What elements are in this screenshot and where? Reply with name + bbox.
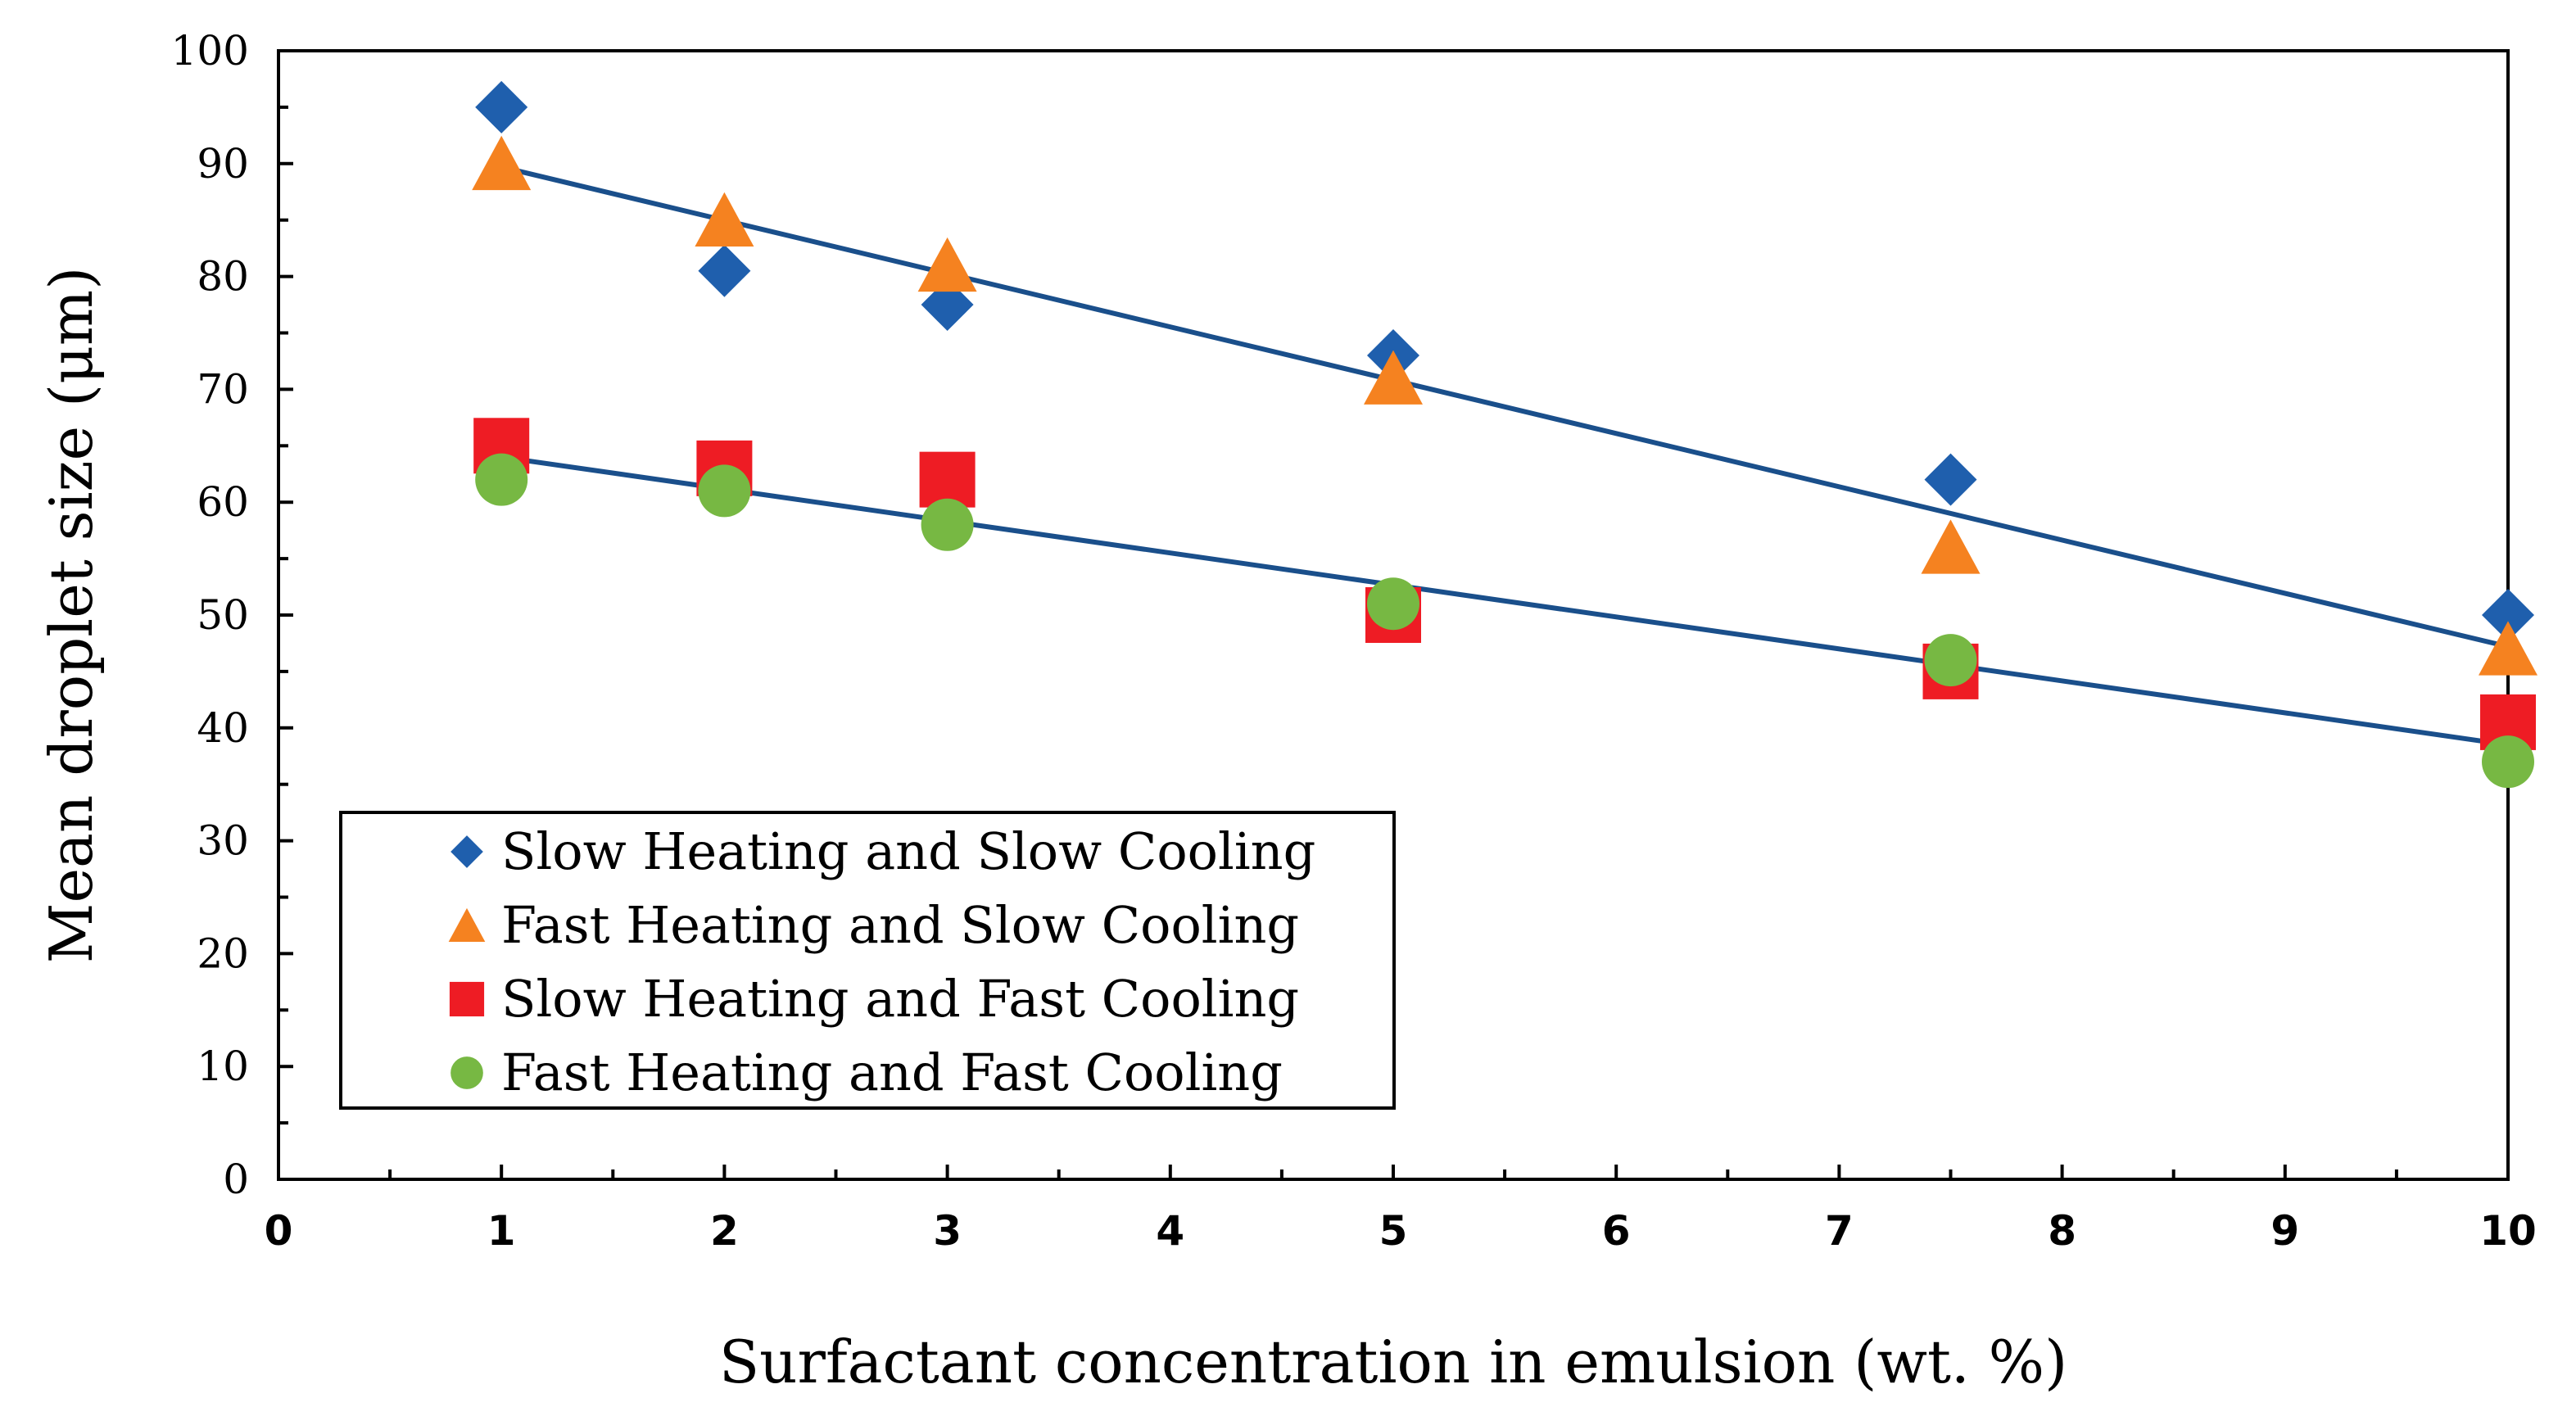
triangle-marker <box>1921 519 1981 574</box>
y-axis-title: Mean droplet size (μm) <box>37 267 106 964</box>
x-tick-label: 5 <box>1379 1207 1408 1255</box>
y-axis-ticks: 0 10 20 30 40 50 60 70 80 90 100 <box>171 27 293 1203</box>
diamond-marker <box>1924 453 1977 506</box>
legend-box <box>339 811 1396 1110</box>
x-tick-label: 10 <box>2479 1207 2537 1255</box>
y-tick-label: 20 <box>197 930 249 977</box>
circle-marker <box>1367 577 1419 631</box>
legend-label: Slow Heating and Fast Cooling <box>501 969 1299 1029</box>
y-tick-label: 70 <box>197 365 249 413</box>
upper-trendline <box>500 165 2509 649</box>
x-tick-label: 0 <box>265 1207 293 1255</box>
x-tick-label: 8 <box>2048 1207 2076 1255</box>
diamond-marker <box>698 244 751 297</box>
x-tick-label: 6 <box>1602 1207 1631 1255</box>
triangle-marker <box>917 237 977 292</box>
circle-marker <box>921 498 974 551</box>
circle-marker <box>2482 735 2534 789</box>
legend-triangle-marker <box>448 907 486 943</box>
triangle-marker <box>695 192 754 247</box>
trendlines <box>500 165 2509 748</box>
y-tick-label: 80 <box>197 253 249 301</box>
square-marker <box>919 451 976 508</box>
data-points <box>472 80 2538 789</box>
circle-marker <box>475 453 528 506</box>
triangle-marker <box>1364 350 1423 405</box>
legend-label: Fast Heating and Slow Cooling <box>501 895 1299 955</box>
y-tick-label: 10 <box>197 1043 249 1090</box>
x-tick-label: 9 <box>2270 1207 2299 1255</box>
x-tick-label: 1 <box>487 1207 516 1255</box>
x-axis-ticks: 0 1 2 3 4 5 6 7 8 9 10 <box>265 1165 2537 1255</box>
legend-label: Fast Heating and Fast Cooling <box>501 1043 1283 1102</box>
diamond-marker <box>2482 589 2534 641</box>
lower-trendline <box>500 455 2509 748</box>
y-tick-label: 50 <box>197 591 249 639</box>
x-tick-label: 7 <box>1825 1207 1854 1255</box>
circle-marker <box>698 464 751 518</box>
y-tick-label: 30 <box>197 817 249 865</box>
y-tick-label: 90 <box>197 140 249 188</box>
legend-label: Slow Heating and Slow Cooling <box>501 821 1315 881</box>
y-tick-label: 100 <box>171 27 249 75</box>
legend-square-marker <box>449 981 485 1017</box>
legend-diamond-marker <box>450 835 483 868</box>
y-tick-label: 0 <box>223 1156 249 1203</box>
x-tick-label: 2 <box>710 1207 739 1255</box>
legend-circle-marker <box>450 1056 483 1089</box>
x-tick-label: 3 <box>933 1207 962 1255</box>
triangle-marker <box>2479 621 2538 676</box>
circle-marker <box>1924 634 1977 687</box>
y-tick-label: 60 <box>197 478 249 526</box>
legend: Slow Heating and Slow Cooling Fast Heatin… <box>339 811 1396 1110</box>
y-tick-label: 40 <box>197 704 249 752</box>
triangle-marker <box>472 135 532 191</box>
diamond-marker <box>475 80 528 133</box>
x-tick-label: 4 <box>1156 1207 1184 1255</box>
x-axis-title: Surfactant concentration in emulsion (wt… <box>719 1328 2067 1396</box>
